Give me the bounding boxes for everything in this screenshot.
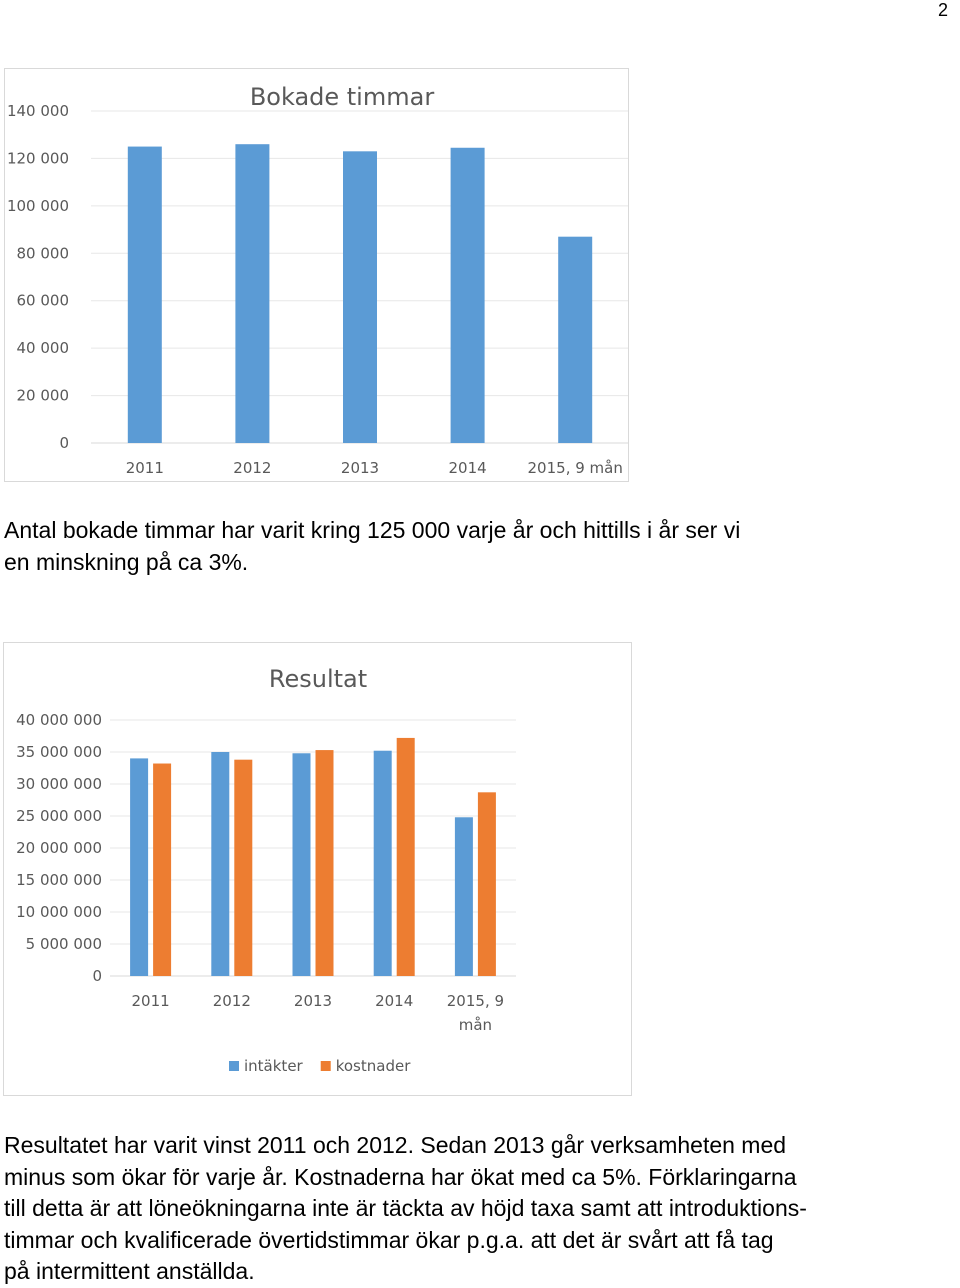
y-tick-label: 20 000 [17,387,70,405]
bokade-timmar-chart-svg: Bokade timmar 0 20 000 40 000 60 000 80 000 10… [7,83,628,477]
x-tick-label: 2015, 9 mån [528,459,623,477]
bar-kostnader [477,792,496,976]
y-tick-label: 40 000 000 [16,711,102,729]
chart-title: Bokade timmar [250,83,435,111]
y-tick-label: 5 000 000 [26,935,102,953]
x-tick-label: 2011 [132,992,170,1010]
paragraph-line: minus som ökar för varje år. Kostnaderna… [4,1163,797,1190]
y-tick-label: 15 000 000 [16,871,102,889]
y-tick-label: 120 000 [7,149,69,167]
x-tick-label: 2014 [449,459,487,477]
paragraph-line: till detta är att löneökningarna inte är… [4,1195,807,1221]
x-tick-label: 2013 [294,992,332,1010]
bar-kostnader [396,737,415,976]
bar-kostnader [153,763,172,976]
bar-value [558,236,593,443]
bar-value [235,144,270,443]
legend-label: intäkter [244,1057,304,1075]
x-tick-label: 2012 [213,992,251,1010]
bokade-timmar-paragraph: Antal bokade timmar har varit kring 125 … [4,515,954,578]
x-tick-label: 2012 [233,459,271,477]
y-tick-label: 100 000 [7,197,69,215]
paragraph-line: Antal bokade timmar har varit kring 125 … [4,517,741,543]
x-tick-label: 2013 [341,459,379,477]
bar-value [343,151,377,444]
x-tick-label: 2014 [375,992,413,1010]
paragraph-line: på intermittent anställda. [4,1258,255,1284]
bar-kostnader [315,750,334,976]
y-tick-label: 10 000 000 [16,903,102,921]
paragraph-line: timmar och kvalificerade övertidstimmar … [4,1226,774,1253]
y-tick-label: 30 000 000 [16,775,102,793]
y-tick-label: 25 000 000 [16,807,102,825]
bar-intäkter [373,750,392,976]
page-number: 2 [937,0,948,20]
resultat-paragraph: Resultatet har varit vinst 2011 och 2012… [4,1130,954,1288]
legend-label: kostnader [336,1057,411,1075]
y-tick-label: 35 000 000 [16,743,102,761]
bar-value [450,147,485,443]
y-tick-label: 40 000 [17,339,70,357]
bar-value [127,146,162,444]
resultat-chart-svg: Resultat 0 5 000 000 10 000 000 15 000 000 20… [16,665,516,1075]
paragraph-line: Resultatet har varit vinst 2011 och 2012… [4,1132,787,1158]
y-tick-label: 60 000 [17,292,70,310]
bar-intäkter [130,758,149,976]
paragraph-line: en minskning på ca 3%. [4,548,249,575]
chart-title: Resultat [269,665,367,693]
y-tick-label: 140 000 [7,102,69,120]
bokade-timmar-chart: Bokade timmar 0 20 000 40 000 60 000 80 000 10… [4,68,629,482]
y-tick-label: 80 000 [17,244,70,262]
bar-intäkter [292,753,311,976]
y-tick-label: 0 [59,434,69,452]
legend-swatch [320,1061,331,1071]
y-tick-label: 20 000 000 [16,839,102,857]
bar-intäkter [454,817,473,976]
legend-swatch [229,1061,239,1071]
x-tick-label: 2015, 9 [447,992,504,1010]
x-tick-label: 2011 [126,459,164,477]
resultat-chart: Resultat 0 5 000 000 10 000 000 15 000 000 20… [3,642,632,1096]
bar-intäkter [211,752,230,976]
x-tick-label: mån [459,1016,492,1034]
bar-kostnader [234,759,253,976]
y-tick-label: 0 [92,967,102,985]
